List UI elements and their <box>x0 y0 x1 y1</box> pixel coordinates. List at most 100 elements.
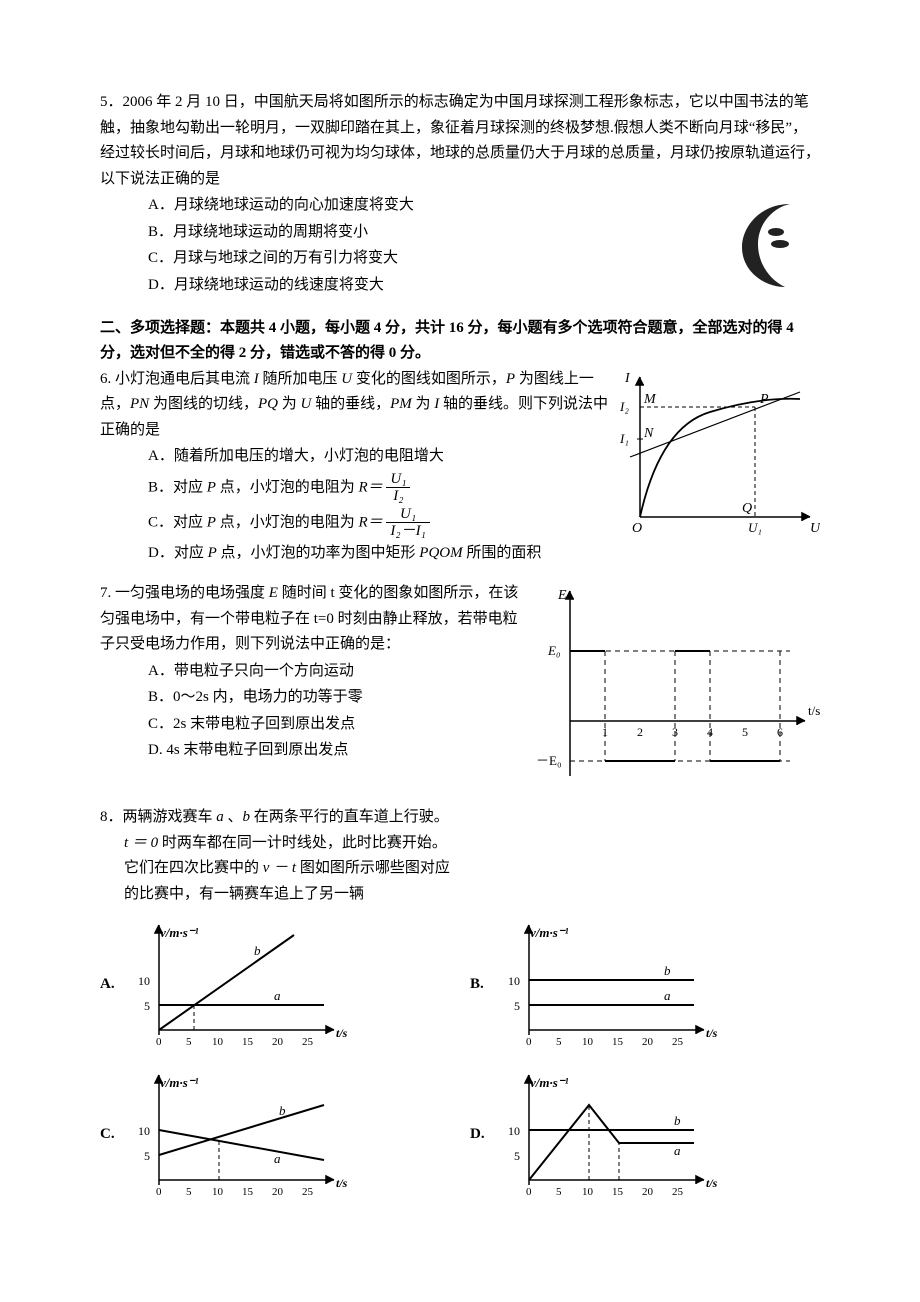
q6-A: A．随着所加电压的增大，小灯泡的电阻增大 <box>148 444 610 470</box>
svg-text:5: 5 <box>186 1036 192 1048</box>
svg-text:O: O <box>632 521 642 536</box>
q6-B: B．对应 P 点，小灯泡的电阻为 R＝ U₁I₂ <box>148 471 610 505</box>
svg-text:10: 10 <box>212 1036 224 1048</box>
svg-text:U: U <box>810 521 820 536</box>
q5-stem: 5．2006 年 2 月 10 日，中国航天局将如图所示的标志确定为中国月球探测… <box>100 90 820 192</box>
svg-text:I: I <box>624 371 631 386</box>
svg-text:t/s: t/s <box>706 1176 718 1190</box>
svg-text:N: N <box>643 426 654 441</box>
svg-text:4: 4 <box>707 725 713 739</box>
svg-text:v/m·s⁻¹: v/m·s⁻¹ <box>160 1075 199 1090</box>
svg-text:M: M <box>643 392 657 407</box>
q7-B: B．0～2s 内，电场力的功等于零 <box>148 685 530 711</box>
q8-charts: A. v/m·s⁻¹ t/s 5 10 0 5 10 <box>100 915 820 1215</box>
q7-stem: 7. 一匀强电场的电场强度 E 随时间 t 变化的图象如图所示，在该匀强电场中，… <box>100 581 530 658</box>
svg-text:20: 20 <box>642 1036 654 1048</box>
svg-text:5: 5 <box>556 1036 562 1048</box>
moon-logo <box>730 192 820 302</box>
svg-text:1: 1 <box>602 725 608 739</box>
svg-text:10: 10 <box>508 974 520 988</box>
svg-text:5: 5 <box>144 1149 150 1163</box>
svg-text:a: a <box>674 1143 681 1158</box>
svg-text:Q: Q <box>742 501 752 516</box>
svg-text:v/m·s⁻¹: v/m·s⁻¹ <box>530 1075 569 1090</box>
svg-text:20: 20 <box>642 1186 654 1198</box>
svg-text:10: 10 <box>138 1124 150 1138</box>
svg-text:10: 10 <box>508 1124 520 1138</box>
svg-text:t/s: t/s <box>808 703 820 718</box>
svg-text:15: 15 <box>242 1186 254 1198</box>
q5-options: A．月球绕地球运动的向心加速度将变大 B．月球绕地球运动的周期将变小 C．月球与… <box>100 193 820 298</box>
svg-text:a: a <box>664 988 671 1003</box>
svg-text:v/m·s⁻¹: v/m·s⁻¹ <box>160 925 199 940</box>
svg-text:b: b <box>674 1113 681 1128</box>
svg-text:5: 5 <box>144 999 150 1013</box>
svg-text:b: b <box>279 1103 286 1118</box>
svg-text:15: 15 <box>612 1036 624 1048</box>
q6-C: C．对应 P 点，小灯泡的电阻为 R＝ U₁I₂－I₁ <box>148 506 610 540</box>
svg-text:10: 10 <box>138 974 150 988</box>
q7-options: A．带电粒子只向一个方向运动 B．0～2s 内，电场力的功等于零 C．2s 末带… <box>100 659 530 764</box>
svg-text:v/m·s⁻¹: v/m·s⁻¹ <box>530 925 569 940</box>
q6-D: D．对应 P 点，小灯泡的功率为图中矩形 PQOM 所围的面积 <box>148 541 610 567</box>
svg-text:25: 25 <box>672 1036 684 1048</box>
svg-text:2: 2 <box>637 725 643 739</box>
svg-text:5: 5 <box>556 1186 562 1198</box>
q5-D: D．月球绕地球运动的线速度将变大 <box>148 273 820 299</box>
svg-text:6: 6 <box>777 725 783 739</box>
q8-stem: 8．两辆游戏赛车 a 、b 在两条平行的直车道上行驶。 t ＝ 0 时两车都在同… <box>100 805 820 907</box>
svg-text:5: 5 <box>514 1149 520 1163</box>
svg-text:10: 10 <box>212 1186 224 1198</box>
svg-text:－E₀: －E₀ <box>536 753 561 768</box>
svg-text:I₂: I₂ <box>619 399 629 414</box>
svg-text:25: 25 <box>672 1186 684 1198</box>
q6-options: A．随着所加电压的增大，小灯泡的电阻增大 B．对应 P 点，小灯泡的电阻为 R＝… <box>100 444 610 566</box>
q5-B: B．月球绕地球运动的周期将变小 <box>148 220 820 246</box>
svg-text:15: 15 <box>612 1186 624 1198</box>
svg-text:20: 20 <box>272 1036 284 1048</box>
svg-text:5: 5 <box>186 1186 192 1198</box>
q5-A: A．月球绕地球运动的向心加速度将变大 <box>148 193 820 219</box>
svg-text:10: 10 <box>582 1036 594 1048</box>
svg-text:E: E <box>557 588 567 603</box>
q5-C: C．月球与地球之间的万有引力将变大 <box>148 246 820 272</box>
q6-stem: 6. 小灯泡通电后其电流 I 随所加电压 U 变化的图线如图所示，P 为图线上一… <box>100 367 610 444</box>
q8-chart-B: B. v/m·s⁻¹ t/s 5 10 0 5 10 15 <box>470 915 800 1055</box>
svg-text:0: 0 <box>526 1186 532 1198</box>
svg-text:b: b <box>664 963 671 978</box>
svg-text:25: 25 <box>302 1186 314 1198</box>
question-6: 6. 小灯泡通电后其电流 I 随所加电压 U 变化的图线如图所示，P 为图线上一… <box>100 367 820 568</box>
svg-text:t/s: t/s <box>706 1026 718 1040</box>
svg-text:3: 3 <box>672 725 678 739</box>
svg-text:a: a <box>274 1151 281 1166</box>
q7-A: A．带电粒子只向一个方向运动 <box>148 659 530 685</box>
q7-D: D. 4s 末带电粒子回到原出发点 <box>148 738 530 764</box>
q8-chart-D: D. v/m·s⁻¹ t/s 5 10 0 <box>470 1065 800 1205</box>
section-2-title: 二、多项选择题：本题共 4 小题，每小题 4 分，共计 16 分，每小题有多个选… <box>100 316 820 367</box>
svg-text:20: 20 <box>272 1186 284 1198</box>
svg-text:5: 5 <box>514 999 520 1013</box>
question-8: 8．两辆游戏赛车 a 、b 在两条平行的直车道上行驶。 t ＝ 0 时两车都在同… <box>100 805 820 1215</box>
svg-text:b: b <box>254 943 261 958</box>
svg-text:10: 10 <box>582 1186 594 1198</box>
svg-text:t/s: t/s <box>336 1026 348 1040</box>
q8-chart-A: A. v/m·s⁻¹ t/s 5 10 0 5 10 <box>100 915 430 1055</box>
svg-text:E₀: E₀ <box>547 643 560 658</box>
question-5: 5．2006 年 2 月 10 日，中国航天局将如图所示的标志确定为中国月球探测… <box>100 90 820 302</box>
svg-text:0: 0 <box>156 1036 162 1048</box>
svg-text:a: a <box>274 988 281 1003</box>
q7-C: C．2s 末带电粒子回到原出发点 <box>148 712 530 738</box>
svg-text:I₁: I₁ <box>619 431 629 446</box>
svg-text:5: 5 <box>742 725 748 739</box>
svg-text:t/s: t/s <box>336 1176 348 1190</box>
q8-chart-C: C. v/m·s⁻¹ t/s 5 10 0 5 10 <box>100 1065 430 1205</box>
svg-text:0: 0 <box>526 1036 532 1048</box>
question-7: 7. 一匀强电场的电场强度 E 随时间 t 变化的图象如图所示，在该匀强电场中，… <box>100 581 820 791</box>
svg-text:0: 0 <box>156 1186 162 1198</box>
svg-text:P: P <box>759 392 769 407</box>
svg-text:U₁: U₁ <box>748 520 762 535</box>
q6-figure: I U O I₂ I₁ M N P Q U₁ <box>610 367 820 568</box>
svg-text:25: 25 <box>302 1036 314 1048</box>
q7-figure: E E₀ －E₀ t/s 1 2 3 4 5 6 <box>530 581 820 791</box>
svg-text:15: 15 <box>242 1036 254 1048</box>
